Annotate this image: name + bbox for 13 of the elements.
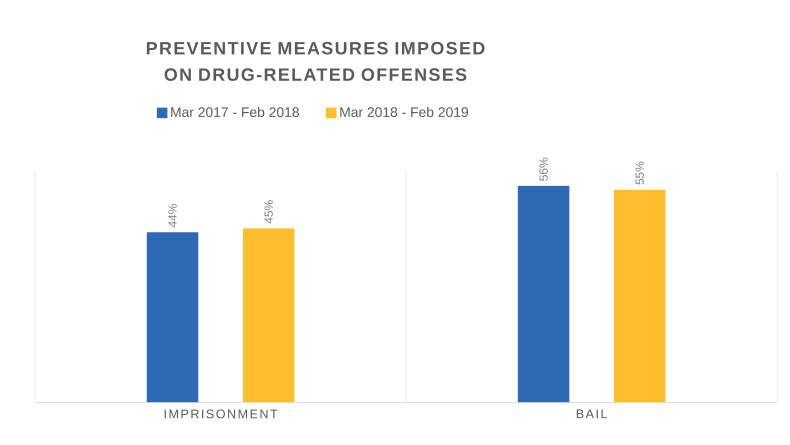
bar: [146, 232, 198, 402]
legend-label: Mar 2018 - Feb 2019: [340, 106, 468, 118]
chart-title: PREVENTIVE MEASURES IMPOSED ON DRUG-RELATED OFFENSES: [146, 42, 484, 82]
bar: [614, 190, 666, 402]
data-label: 56%: [539, 158, 548, 181]
bar: [242, 228, 294, 402]
x-tick-label: IMPRISONMENT: [164, 410, 278, 418]
x-tick-label: BAIL: [576, 410, 608, 418]
data-label: 45%: [264, 200, 273, 224]
data-label: 44%: [168, 204, 177, 228]
legend-label: Mar 2017 - Feb 2018: [171, 106, 299, 118]
data-label: 55%: [636, 162, 644, 185]
bar: [518, 186, 570, 402]
